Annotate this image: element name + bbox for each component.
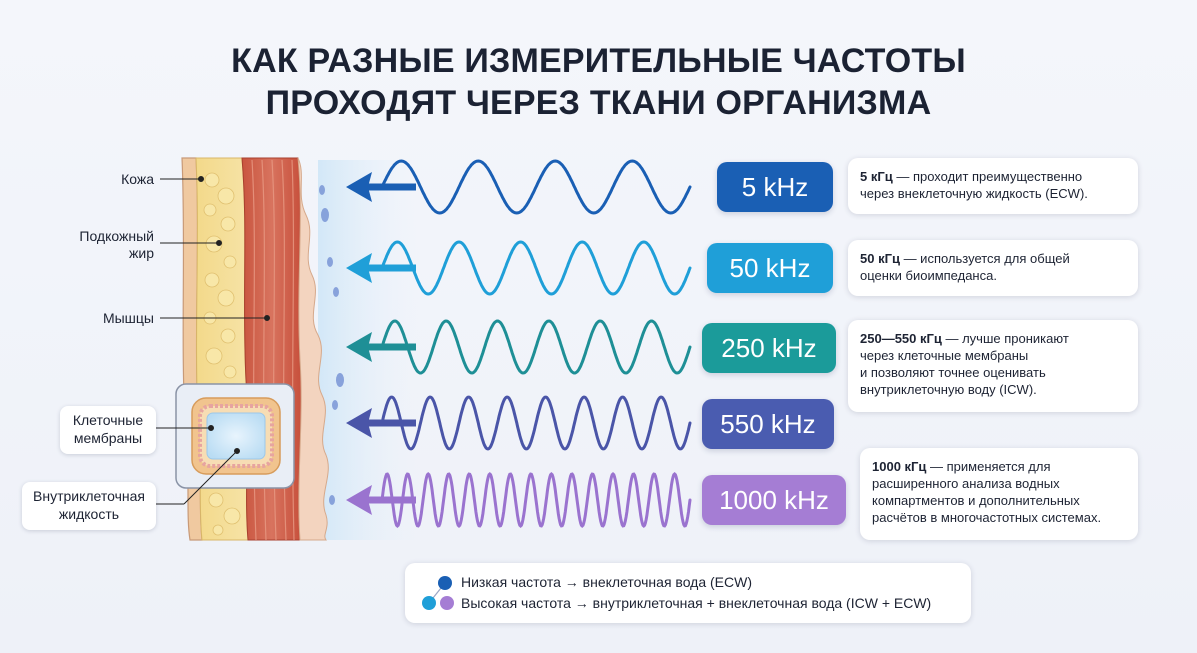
wave-2 — [380, 319, 692, 375]
legend-high-dot-purple — [440, 596, 454, 610]
wave-1 — [380, 240, 692, 296]
title-line-1: КАК РАЗНЫЕ ИЗМЕРИТЕЛЬНЫЕ ЧАСТОТЫ — [231, 42, 966, 80]
desc-1000khz-line2: компартментов и дополнительных — [872, 493, 1080, 508]
wave-0 — [380, 159, 692, 215]
legend-icon — [422, 576, 454, 610]
desc-5khz-bold: 5 кГц — [860, 169, 893, 184]
title-line-2: ПРОХОДЯТ ЧЕРЕЗ ТКАНИ ОРГАНИЗМА — [265, 84, 932, 122]
label-fluid-line1: Внутриклеточная — [33, 488, 145, 504]
legend-high: Высокая частота → внутриклеточная + внек… — [461, 595, 932, 611]
fluid-droplets — [319, 185, 344, 505]
desc-50khz: 50 кГц — используется для общей оценки б… — [848, 240, 1138, 296]
legend-high-dot-blue — [422, 596, 436, 610]
desc-5khz-rest: — проходит преимущественно — [892, 169, 1083, 184]
arrow-head-1 — [346, 253, 372, 283]
arrow-head-4 — [346, 485, 372, 515]
label-cell-membranes: Клеточные мембраны — [60, 406, 156, 454]
cell-inset — [175, 383, 295, 489]
label-membranes-line2: мембраны — [73, 430, 143, 446]
arrow-head-0 — [346, 172, 372, 202]
outer-tissue-edge — [297, 157, 329, 541]
desc-250-550khz: 250—550 кГц — лучше проникают через клет… — [848, 320, 1138, 412]
legend-low-dot — [438, 576, 452, 590]
badge-5khz: 5 kHz — [717, 162, 833, 212]
wave-4 — [380, 472, 692, 528]
desc-50khz-line1: оценки биоимпеданса. — [860, 268, 997, 283]
label-intracellular-fluid: Внутриклеточная жидкость — [22, 482, 156, 530]
desc-250khz-line3: внутриклеточную воду (ICW). — [860, 382, 1037, 397]
desc-1000khz: 1000 кГц — применяется для расширенного … — [860, 448, 1138, 540]
desc-250khz-bold: 250—550 кГц — [860, 331, 942, 346]
desc-1000khz-line1: расширенного анализа водных — [872, 476, 1060, 491]
label-muscle: Мышцы — [102, 310, 154, 326]
label-fluid-line2: жидкость — [58, 506, 120, 522]
desc-250khz-line1: через клеточные мембраны — [860, 348, 1029, 363]
desc-50khz-bold: 50 кГц — [860, 251, 900, 266]
label-membranes-line1: Клеточные — [72, 412, 144, 428]
desc-250khz-rest: — лучше проникают — [941, 331, 1069, 346]
label-fat-line1: Подкожный — [79, 228, 154, 244]
legend: Низкая частота → внеклеточная вода (ECW)… — [405, 563, 971, 623]
label-fat: Подкожный жир — [50, 228, 154, 262]
badge-550khz: 550 kHz — [702, 399, 834, 449]
arrow-head-3 — [346, 408, 372, 438]
badge-50khz: 50 kHz — [707, 243, 833, 293]
label-skin: Кожа — [121, 171, 154, 187]
desc-5khz-line1: через внеклеточную жидкость (ECW). — [860, 186, 1088, 201]
page-title: КАК РАЗНЫЕ ИЗМЕРИТЕЛЬНЫЕ ЧАСТОТЫ ПРОХОДЯ… — [0, 40, 1197, 124]
fat-cells — [203, 172, 241, 536]
desc-1000khz-bold: 1000 кГц — [872, 459, 927, 474]
legend-low: Низкая частота → внеклеточная вода (ECW) — [461, 574, 753, 590]
frequency-waves — [346, 159, 692, 528]
desc-50khz-rest: — используется для общей — [899, 251, 1070, 266]
leader-lines — [156, 176, 270, 505]
arrow-head-2 — [346, 332, 372, 362]
label-fat-line2: жир — [129, 245, 154, 261]
desc-1000khz-rest: — применяется для — [926, 459, 1051, 474]
desc-1000khz-line3: расчётов в многочастотных системах. — [872, 510, 1102, 525]
badge-250khz: 250 kHz — [702, 323, 836, 373]
badge-1000khz: 1000 kHz — [702, 475, 846, 525]
desc-250khz-line2: и позволяют точнее оценивать — [860, 365, 1046, 380]
desc-5khz: 5 кГц — проходит преимущественно через в… — [848, 158, 1138, 214]
wave-3 — [380, 395, 692, 451]
